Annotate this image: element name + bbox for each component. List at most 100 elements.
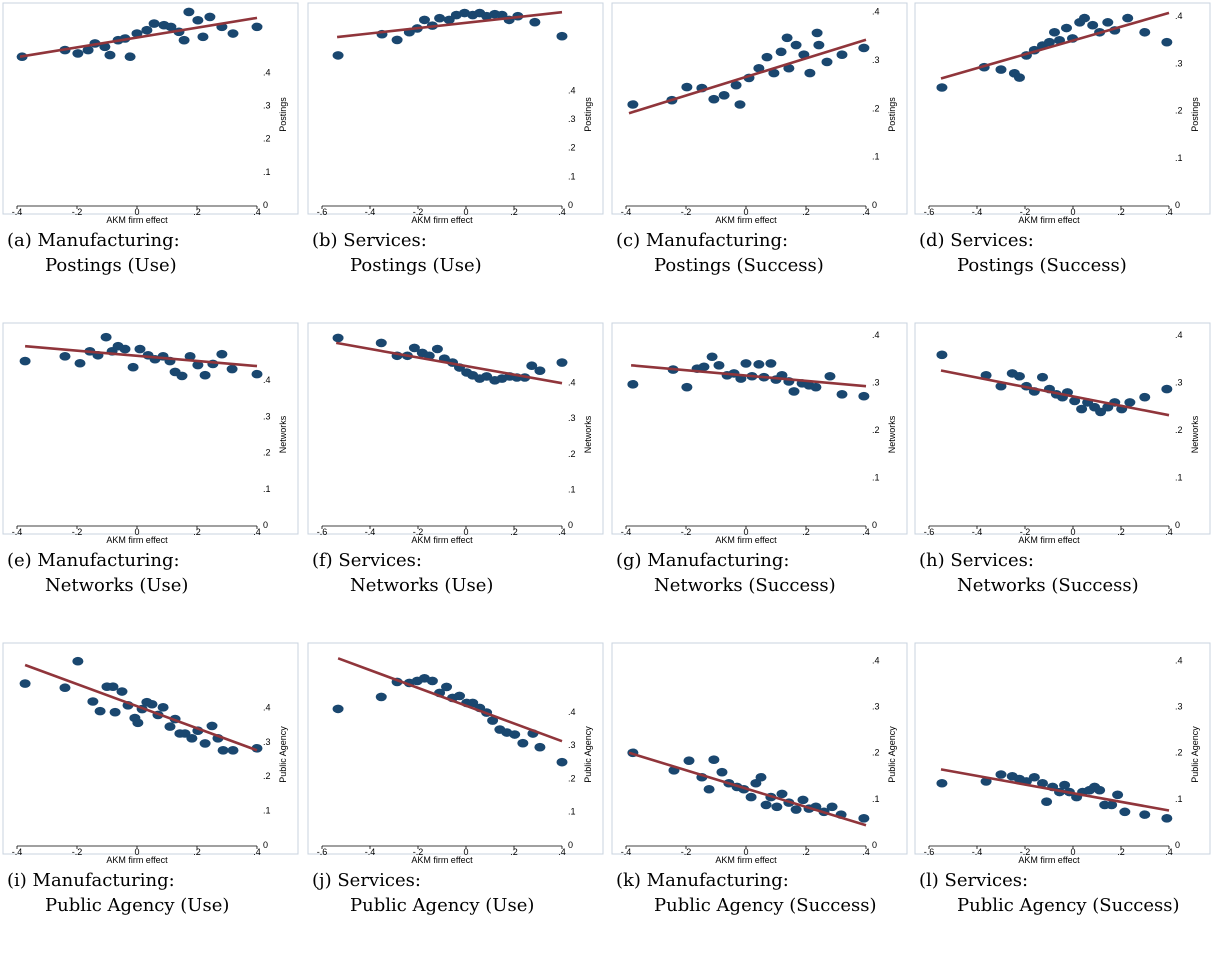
scatter-point [698,362,710,372]
x-tick-label: -.4 [12,847,23,857]
scatter-point [810,382,822,392]
x-tick-label: -.6 [317,207,328,217]
scatter-point [821,57,833,67]
y-tick-label: .1 [568,484,576,494]
y-tick-label: .3 [568,413,576,423]
fit-line [24,663,258,752]
x-tick-label: -.4 [365,527,376,537]
scatter-point [745,792,757,802]
panel-frame [2,2,299,215]
y-tick-label: .1 [872,794,880,804]
scatter-point [216,349,228,359]
x-tick-label: -.6 [924,207,935,217]
scatter-point [790,805,802,814]
scatter-point [192,360,204,370]
y-tick-label: .2 [872,748,880,758]
y-tick-label: .4 [872,330,880,340]
fit-line [628,38,867,115]
scatter-point [109,707,121,717]
caption-line: Postings (Success) [957,255,1127,276]
scatter-point [708,94,720,104]
scatter-point [184,352,196,361]
x-axis-label: AKM firm effect [1018,855,1080,865]
x-axis-label: AKM firm effect [106,535,168,545]
x-tick-label: .4 [1165,527,1173,537]
x-tick-label: -.4 [365,847,376,857]
caption-line: (a) Manufacturing: [7,230,180,251]
scatter-point [72,49,84,58]
scatter-point [1139,810,1151,819]
x-tick-label: -.6 [924,847,935,857]
scatter-point [804,68,816,78]
x-tick-label: .2 [193,527,201,537]
y-tick-label: .1 [263,484,271,494]
scatter-point [481,372,493,381]
scatter-point [836,390,848,399]
scatter-point [1079,13,1091,23]
caption-line: (f) Services: [312,550,422,571]
scatter-point [836,50,848,60]
x-tick-label: -.2 [1020,527,1031,537]
y-tick-label: .2 [568,449,576,459]
scatter-point [99,42,111,52]
caption-line: Postings (Success) [654,255,824,276]
x-tick-label: .4 [558,527,566,537]
y-tick-label: .4 [568,85,576,95]
scatter-point [141,25,153,35]
y-tick-label: .1 [263,806,271,816]
scatter-point [251,22,263,32]
x-tick-label: 0 [1070,207,1075,217]
y-tick-label: 0 [1175,200,1180,210]
y-tick-label: .3 [263,411,271,421]
scatter-point [176,371,188,381]
scatter-point [116,687,128,696]
y-tick-label: 0 [872,840,877,850]
scatter-point [87,697,99,706]
scatter-point [783,63,795,73]
scatter-point [332,51,344,60]
scatter-point [332,333,344,343]
scatter-point [681,382,693,392]
scatter-point [165,22,177,32]
scatter-point [107,682,119,691]
y-tick-label: .1 [872,152,880,162]
x-tick-label: .4 [253,207,261,217]
x-tick-label: .2 [193,207,201,217]
y-tick-label: .4 [872,655,880,665]
scatter-point [1028,772,1040,782]
y-tick-label: .2 [1175,106,1183,116]
x-tick-label: .2 [510,527,518,537]
x-tick-label: .2 [802,207,810,217]
caption-line: (l) Services: [919,870,1028,891]
y-tick-label: 0 [872,520,877,530]
scatter-point [178,35,190,45]
fit-line [630,364,867,388]
x-tick-label: -.2 [72,207,83,217]
y-tick-label: .2 [263,448,271,458]
scatter-point [1037,778,1049,788]
y-tick-label: .4 [263,375,271,385]
y-axis-label: Networks [1190,415,1200,453]
x-tick-label: .4 [862,207,870,217]
scatter-point [556,757,568,767]
scatter-point [59,352,71,361]
scatter-point [418,15,430,25]
y-tick-label: .1 [1175,794,1183,804]
scatter-point [627,380,639,389]
x-tick-label: .2 [1117,847,1125,857]
scatter-point [824,371,836,381]
caption-line: (g) Manufacturing: [616,550,789,571]
x-axis-label: AKM firm effect [1018,215,1080,225]
fit-line [940,11,1170,80]
panel-frame [611,2,908,215]
x-tick-label: .2 [510,847,518,857]
x-tick-label: .4 [558,847,566,857]
fit-line [940,369,1170,417]
caption-line: (k) Manufacturing: [616,870,789,891]
scatter-point [534,366,546,376]
